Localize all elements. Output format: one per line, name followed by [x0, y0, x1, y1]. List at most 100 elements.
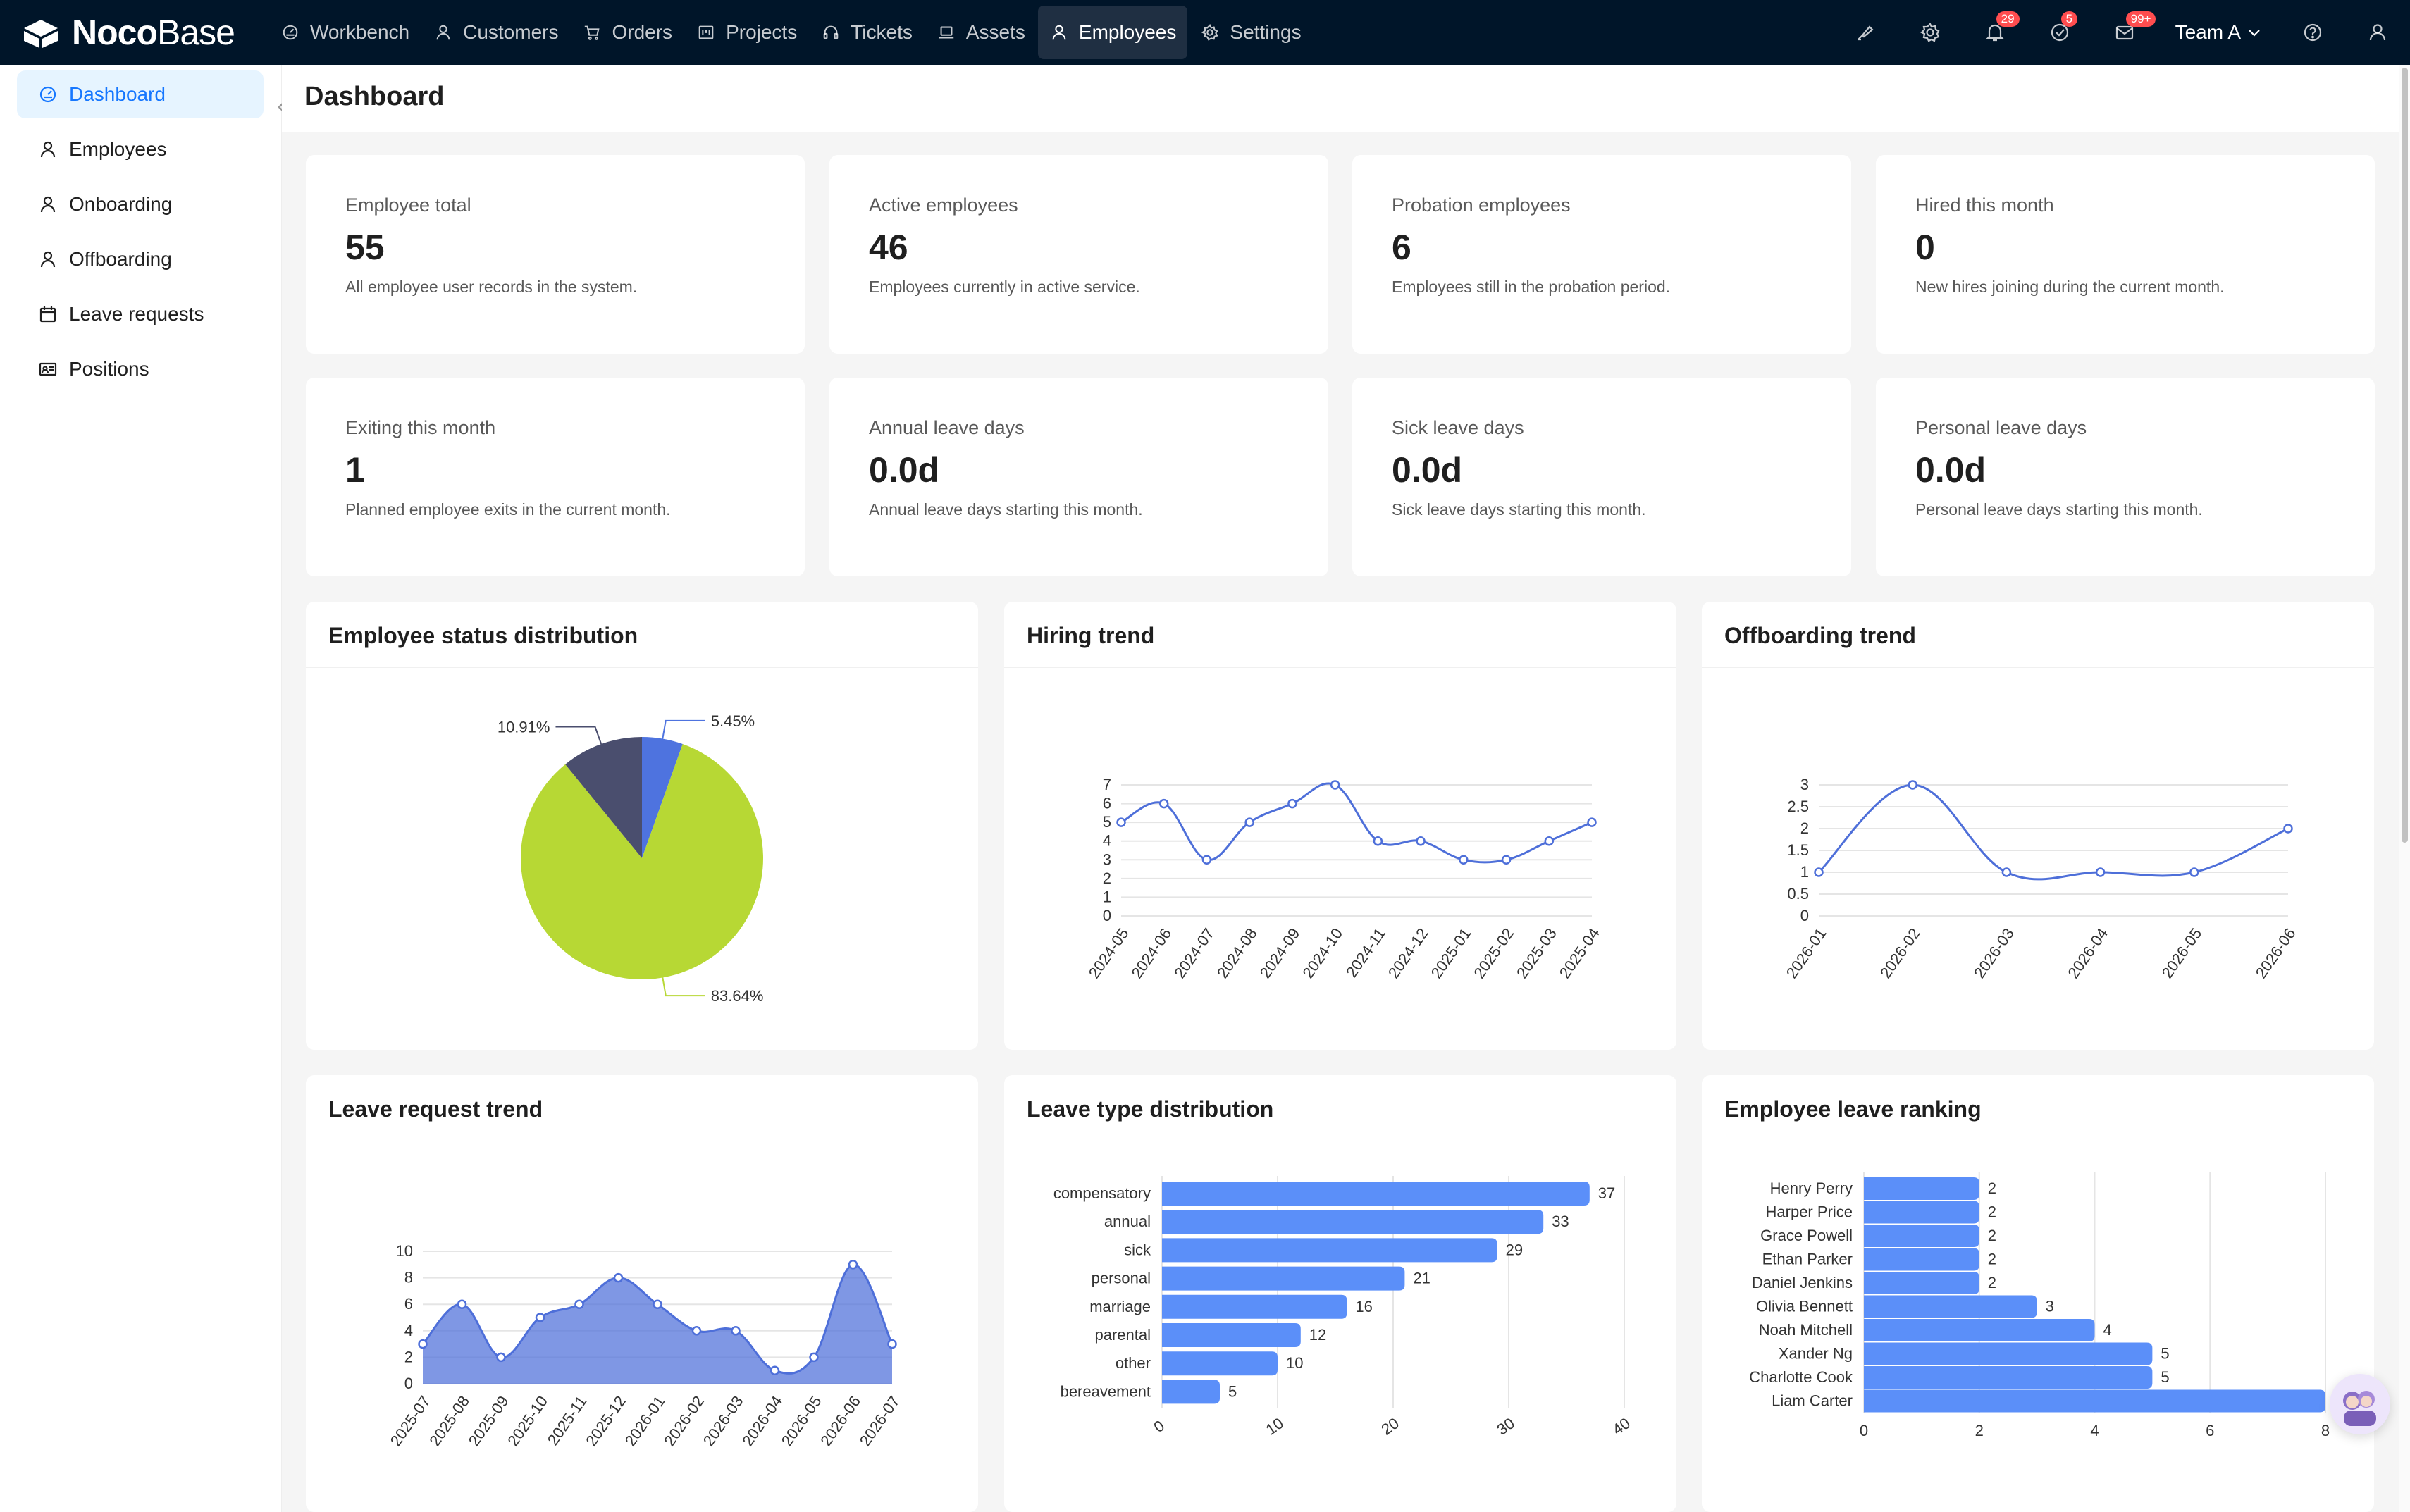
main-nav: Workbench Customers Orders Projects Tickets A… — [269, 0, 1314, 65]
sidebar-item-employees[interactable]: Employees — [17, 125, 264, 173]
data-point — [2095, 867, 2106, 877]
x-tick-label: 20 — [1378, 1414, 1402, 1439]
help-button[interactable] — [2280, 0, 2345, 65]
bar-value-label: 33 — [1552, 1213, 1569, 1230]
stat-card: Personal leave days 0.0d Personal leave da… — [1876, 378, 2375, 576]
bar — [1864, 1201, 1979, 1224]
nav-item-projects[interactable]: Projects — [685, 6, 808, 59]
data-point — [2189, 867, 2199, 877]
stat-label: Active employees — [869, 194, 1018, 216]
sidebar-item-label: Offboarding — [69, 248, 172, 270]
sidebar-item-offboarding[interactable]: Offboarding — [17, 235, 264, 283]
notifications-button[interactable]: 29 — [1963, 0, 2027, 65]
x-tick-label: 2026-05 — [2158, 925, 2206, 981]
x-tick-label: 2026-03 — [700, 1393, 747, 1449]
x-tick-label: 2025-03 — [1513, 925, 1560, 981]
sidebar-item-onboarding[interactable]: Onboarding — [17, 180, 264, 228]
x-tick-label: 4 — [2090, 1422, 2099, 1439]
user-icon — [40, 141, 56, 158]
leave-type-bar-chart: 0 10 20 30 40 compensatory 37 annual 33 sick 29 per… — [1053, 1176, 1633, 1439]
category-label: parental — [1094, 1326, 1151, 1344]
stat-label: Exiting this month — [345, 417, 496, 438]
nav-item-orders[interactable]: Orders — [571, 6, 684, 59]
messages-button[interactable]: 99+ — [2092, 0, 2157, 65]
logo-text: NocoBase — [72, 13, 235, 52]
x-tick-label: 6 — [2206, 1422, 2214, 1439]
bar — [1162, 1351, 1278, 1376]
category-label: compensatory — [1053, 1184, 1151, 1202]
chart-header: Offboarding trend — [1702, 602, 2374, 668]
y-tick-label: 3 — [1103, 850, 1111, 868]
bar — [1864, 1248, 1979, 1271]
pie-slice — [521, 743, 763, 979]
y-tick-label: 5 — [1103, 813, 1111, 831]
stat-value: 0 — [1915, 228, 1935, 267]
dashboard-icon — [39, 86, 56, 103]
y-tick-label: 10 — [396, 1242, 413, 1260]
x-tick-label: 0 — [1151, 1417, 1168, 1437]
nav-item-settings[interactable]: Settings — [1189, 6, 1312, 59]
bar-value-label: 5 — [1228, 1382, 1237, 1400]
x-tick-label: 2024-05 — [1085, 925, 1132, 981]
nav-item-assets[interactable]: Assets — [925, 6, 1037, 59]
bar-value-label: 5 — [2161, 1368, 2169, 1386]
nav-item-label: Employees — [1078, 21, 1177, 43]
bar — [1864, 1177, 1979, 1200]
pie-label-line — [662, 719, 705, 739]
team-switcher[interactable]: Team A — [2157, 0, 2280, 65]
sidebar-item-leave-requests[interactable]: Leave requests — [17, 290, 264, 338]
ai-assistant-avatar[interactable] — [2330, 1374, 2390, 1434]
x-tick-label: 0 — [1860, 1422, 1868, 1439]
bar — [1864, 1272, 1979, 1294]
x-tick-label: 2025-02 — [1470, 925, 1517, 981]
data-point — [2001, 867, 2012, 877]
sidebar-item-label: Dashboard — [69, 83, 166, 105]
data-point — [1201, 855, 1212, 865]
user-menu-button[interactable] — [2345, 0, 2410, 65]
stat-description: Employees still in the probation period. — [1392, 278, 1671, 296]
bar — [1162, 1380, 1220, 1404]
pie-label: 5.45% — [711, 712, 755, 730]
page-scrollbar[interactable] — [2399, 65, 2410, 1512]
x-tick-label: 2024-11 — [1342, 925, 1389, 981]
bar-value-label: 3 — [2046, 1298, 2054, 1315]
stat-label: Employee total — [345, 194, 471, 216]
data-point — [1116, 817, 1126, 827]
category-label: sick — [1124, 1241, 1151, 1258]
data-point — [535, 1313, 545, 1322]
bar — [1864, 1319, 2095, 1341]
tasks-button[interactable]: 5 — [2027, 0, 2092, 65]
data-point — [770, 1365, 780, 1375]
x-tick-label: 2024-10 — [1299, 925, 1346, 981]
pie-label-line — [555, 726, 602, 745]
sidebar-item-positions[interactable]: Positions — [17, 345, 264, 393]
category-label: Harper Price — [1766, 1203, 1853, 1221]
nav-item-employees[interactable]: Employees — [1037, 6, 1188, 59]
settings-button[interactable] — [1898, 0, 1963, 65]
bar-value-label: 2 — [1988, 1274, 1996, 1291]
theme-editor-button[interactable] — [1833, 0, 1898, 65]
app-logo[interactable]: NocoBase — [21, 0, 269, 65]
data-point — [731, 1326, 741, 1336]
category-label: Daniel Jenkins — [1752, 1274, 1853, 1291]
stat-description: Annual leave days starting this month. — [869, 500, 1143, 519]
bar — [1864, 1366, 2153, 1389]
bar — [1162, 1294, 1347, 1319]
x-tick-label: 2025-07 — [387, 1393, 434, 1449]
x-tick-label: 2025-12 — [582, 1393, 629, 1449]
nav-item-customers[interactable]: Customers — [422, 6, 569, 59]
stat-value: 0.0d — [1392, 450, 1463, 490]
y-tick-label: 4 — [404, 1322, 413, 1339]
category-label: Noah Mitchell — [1759, 1321, 1853, 1339]
x-tick-label: 2024-12 — [1385, 925, 1432, 981]
nav-item-tickets[interactable]: Tickets — [810, 6, 924, 59]
x-tick-label: 2026-04 — [2064, 925, 2111, 981]
chart-title: Hiring trend — [1027, 623, 1155, 648]
sidebar-item-dashboard[interactable]: Dashboard — [17, 70, 264, 118]
logo-icon — [21, 13, 61, 52]
nav-item-label: Customers — [463, 21, 559, 43]
data-point — [1287, 798, 1297, 809]
nav-item-workbench[interactable]: Workbench — [269, 6, 421, 59]
scrollbar-thumb[interactable] — [2402, 68, 2408, 843]
pie-label-line — [662, 977, 705, 997]
